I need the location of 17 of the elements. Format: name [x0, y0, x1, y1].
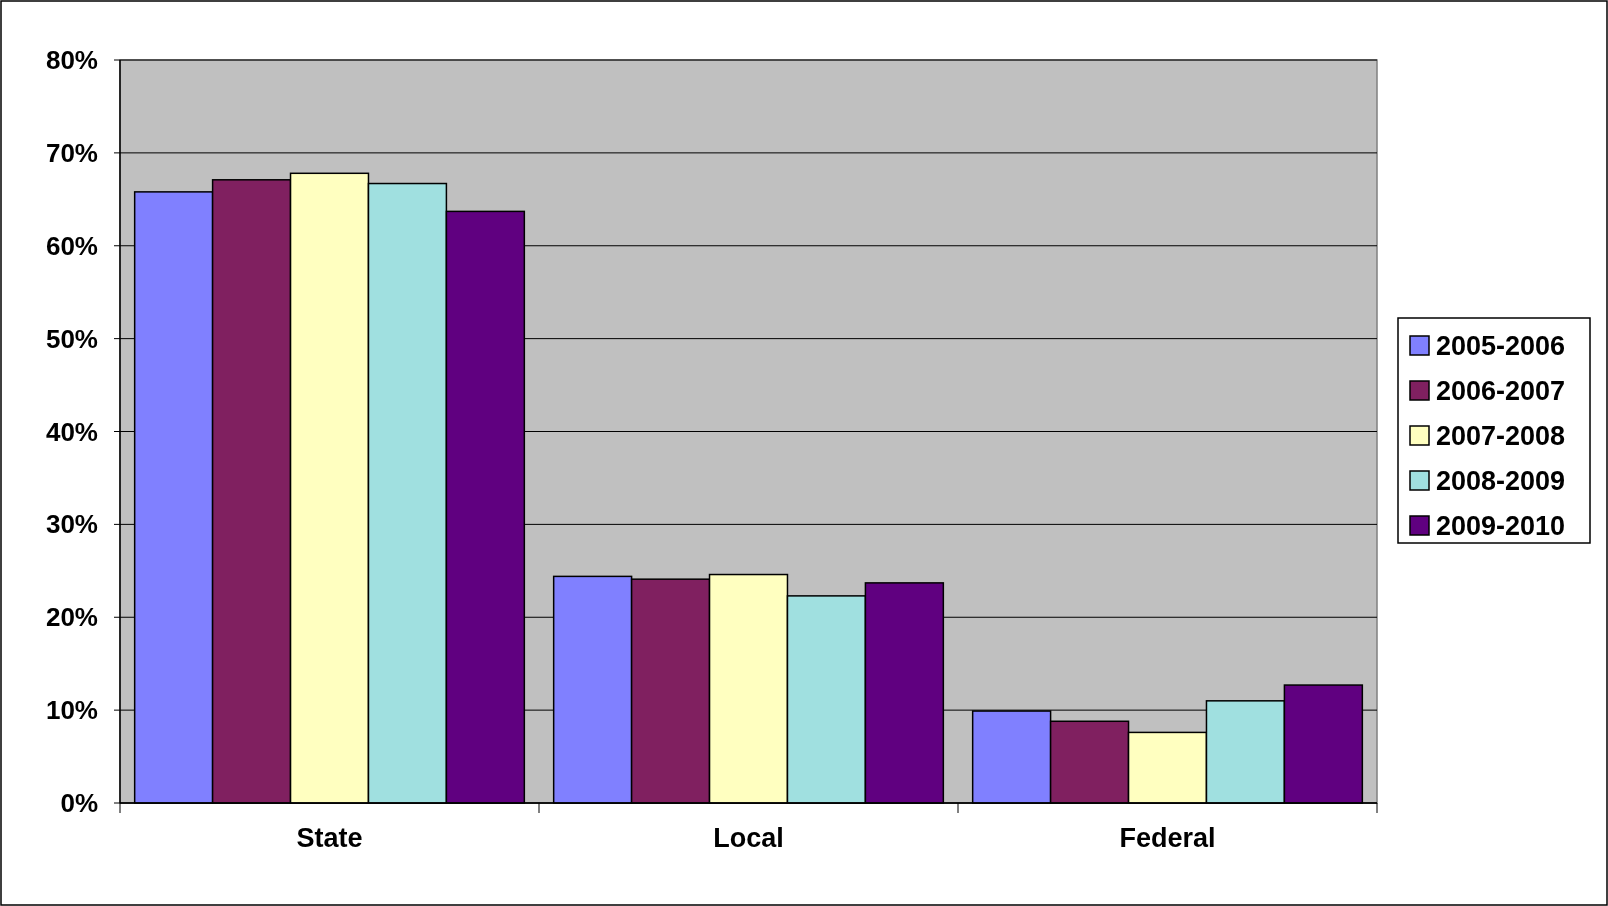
x-tick-label: State — [296, 823, 363, 853]
y-tick-label: 50% — [45, 323, 98, 354]
y-tick-label: 70% — [45, 137, 98, 168]
y-tick-label: 10% — [45, 695, 98, 726]
y-tick-label: 20% — [45, 602, 98, 633]
x-tick-label: Local — [713, 823, 784, 853]
y-tick-label: 40% — [45, 416, 98, 447]
y-tick-label: 30% — [45, 509, 98, 540]
y-tick-label: 60% — [45, 230, 98, 261]
legend-label: 2006-2007 — [1436, 376, 1566, 407]
legend-label: 2008-2009 — [1436, 466, 1566, 497]
legend-label: 2009-2010 — [1436, 511, 1566, 542]
y-tick-label: 0% — [60, 788, 98, 819]
y-tick-label: 80% — [45, 45, 98, 76]
legend-label: 2005-2006 — [1436, 331, 1566, 362]
x-tick-label: Federal — [1119, 823, 1216, 853]
legend-label: 2007-2008 — [1436, 421, 1566, 452]
